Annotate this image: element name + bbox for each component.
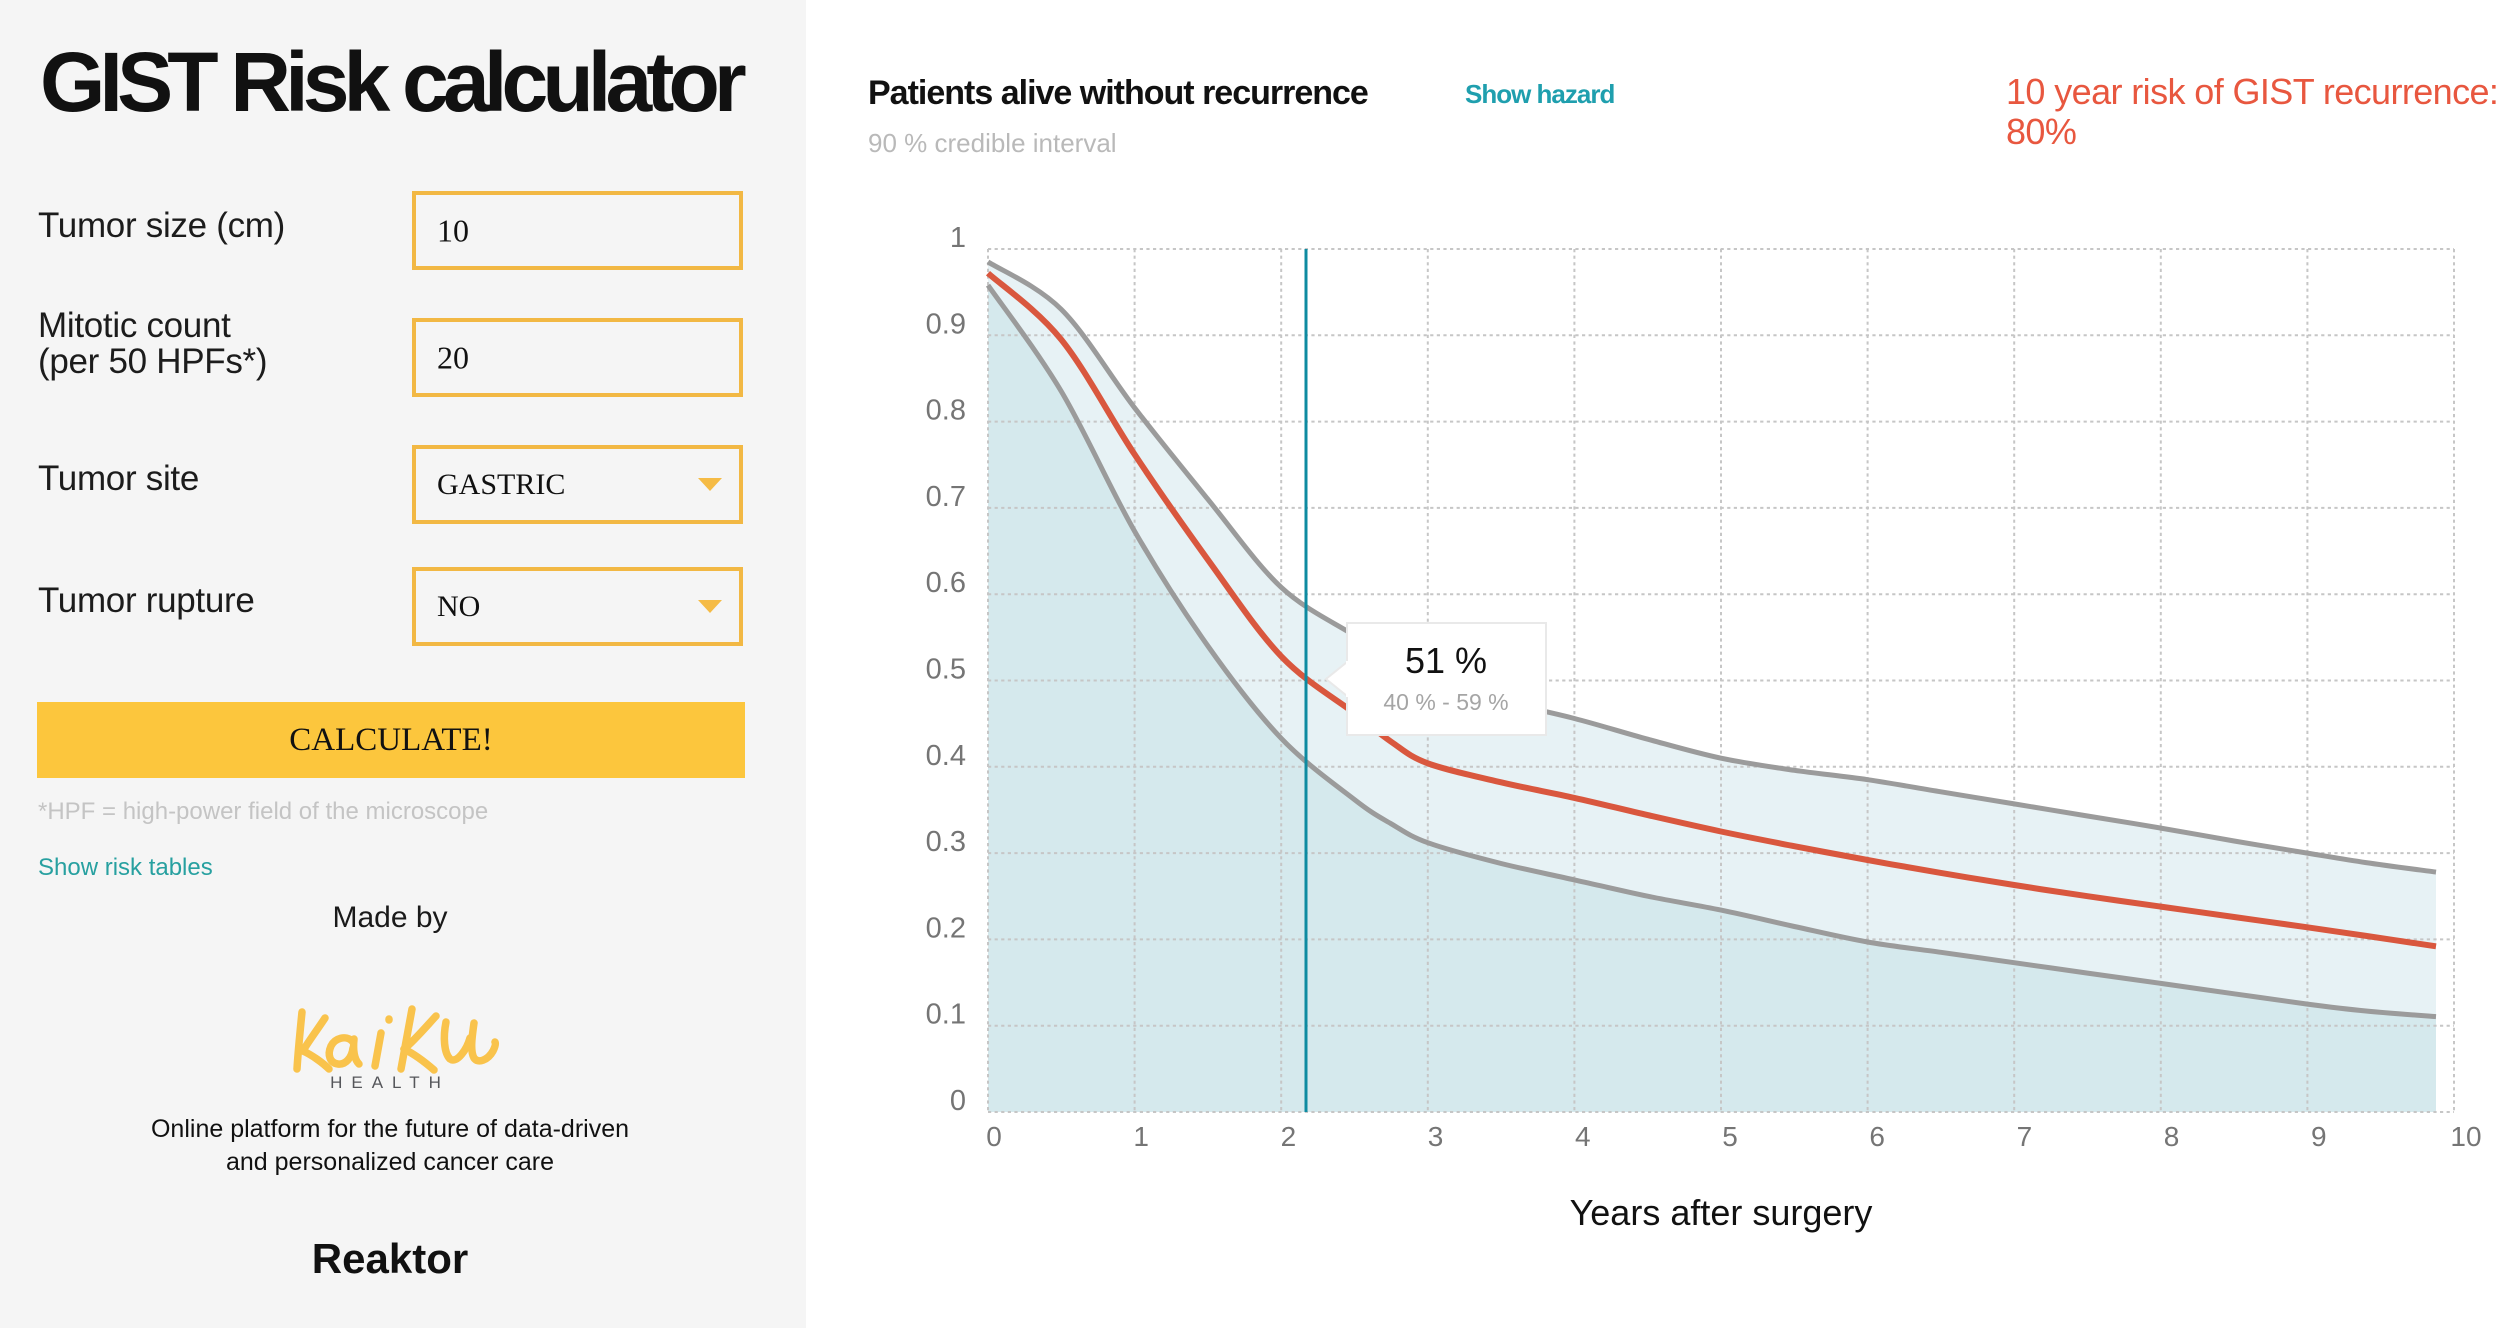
svg-text:0: 0 (986, 1121, 1002, 1152)
svg-text:5: 5 (1722, 1121, 1738, 1152)
svg-text:0.8: 0.8 (926, 395, 966, 427)
svg-text:9: 9 (2311, 1121, 2327, 1152)
svg-text:0.7: 0.7 (926, 481, 966, 513)
svg-text:0: 0 (950, 1085, 966, 1117)
svg-text:0.5: 0.5 (926, 654, 966, 686)
svg-text:4: 4 (1575, 1121, 1591, 1152)
svg-text:1: 1 (950, 222, 966, 254)
svg-text:3: 3 (1428, 1121, 1444, 1152)
svg-text:1: 1 (1133, 1121, 1149, 1152)
svg-text:0.4: 0.4 (926, 740, 966, 772)
svg-text:7: 7 (2017, 1121, 2033, 1152)
svg-text:0.9: 0.9 (926, 308, 966, 340)
svg-text:10: 10 (2450, 1121, 2481, 1152)
svg-text:2: 2 (1281, 1121, 1297, 1152)
svg-text:8: 8 (2164, 1121, 2180, 1152)
svg-text:0.1: 0.1 (926, 999, 966, 1031)
svg-text:6: 6 (1869, 1121, 1885, 1152)
svg-text:40 % - 59 %: 40 % - 59 % (1383, 689, 1508, 715)
svg-text:51 %: 51 % (1405, 640, 1487, 681)
svg-text:0.6: 0.6 (926, 567, 966, 599)
svg-text:Years after surgery: Years after surgery (1570, 1192, 1873, 1233)
svg-text:0.3: 0.3 (926, 826, 966, 858)
svg-text:0.2: 0.2 (926, 912, 966, 944)
